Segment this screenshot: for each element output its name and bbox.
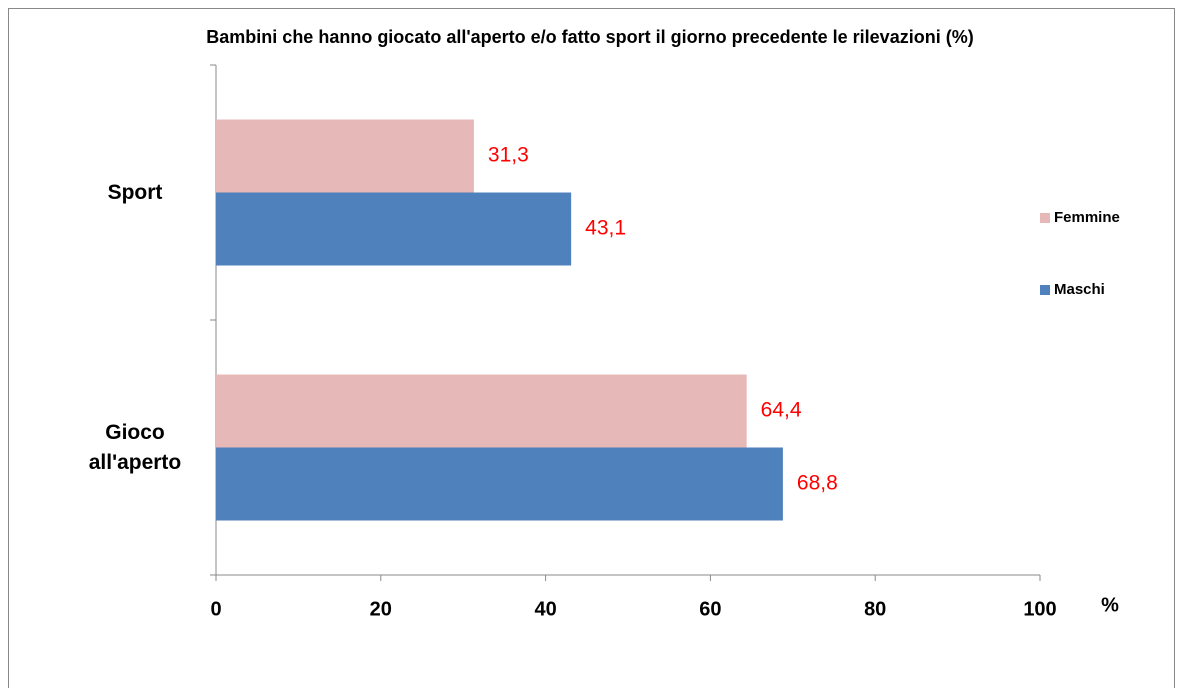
legend-label: Femmine bbox=[1054, 209, 1120, 226]
legend-swatch bbox=[1040, 285, 1050, 295]
legend-swatch bbox=[1040, 213, 1050, 223]
value-label: 68,8 bbox=[797, 472, 838, 495]
x-tick-label: 20 bbox=[370, 598, 392, 620]
x-tick-label: 0 bbox=[210, 598, 221, 620]
y-tick-label: Gioco all'aperto bbox=[88, 420, 182, 474]
chart-title: Bambini che hanno giocato all'aperto e/o… bbox=[206, 27, 973, 47]
chart-frame bbox=[8, 8, 1175, 688]
x-axis-label: % bbox=[1101, 594, 1119, 616]
bar bbox=[216, 447, 783, 521]
bar bbox=[216, 119, 474, 193]
value-label: 43,1 bbox=[585, 217, 626, 240]
x-tick-label: 100 bbox=[1023, 598, 1056, 620]
value-label: 31,3 bbox=[488, 144, 529, 167]
value-label: 64,4 bbox=[761, 399, 802, 422]
x-tick-label: 60 bbox=[699, 598, 721, 620]
x-tick-label: 40 bbox=[534, 598, 556, 620]
bar bbox=[216, 374, 747, 448]
x-tick-label: 80 bbox=[864, 598, 886, 620]
bar bbox=[216, 192, 572, 266]
y-tick-label: Sport bbox=[107, 180, 163, 204]
legend-label: Maschi bbox=[1054, 281, 1105, 298]
